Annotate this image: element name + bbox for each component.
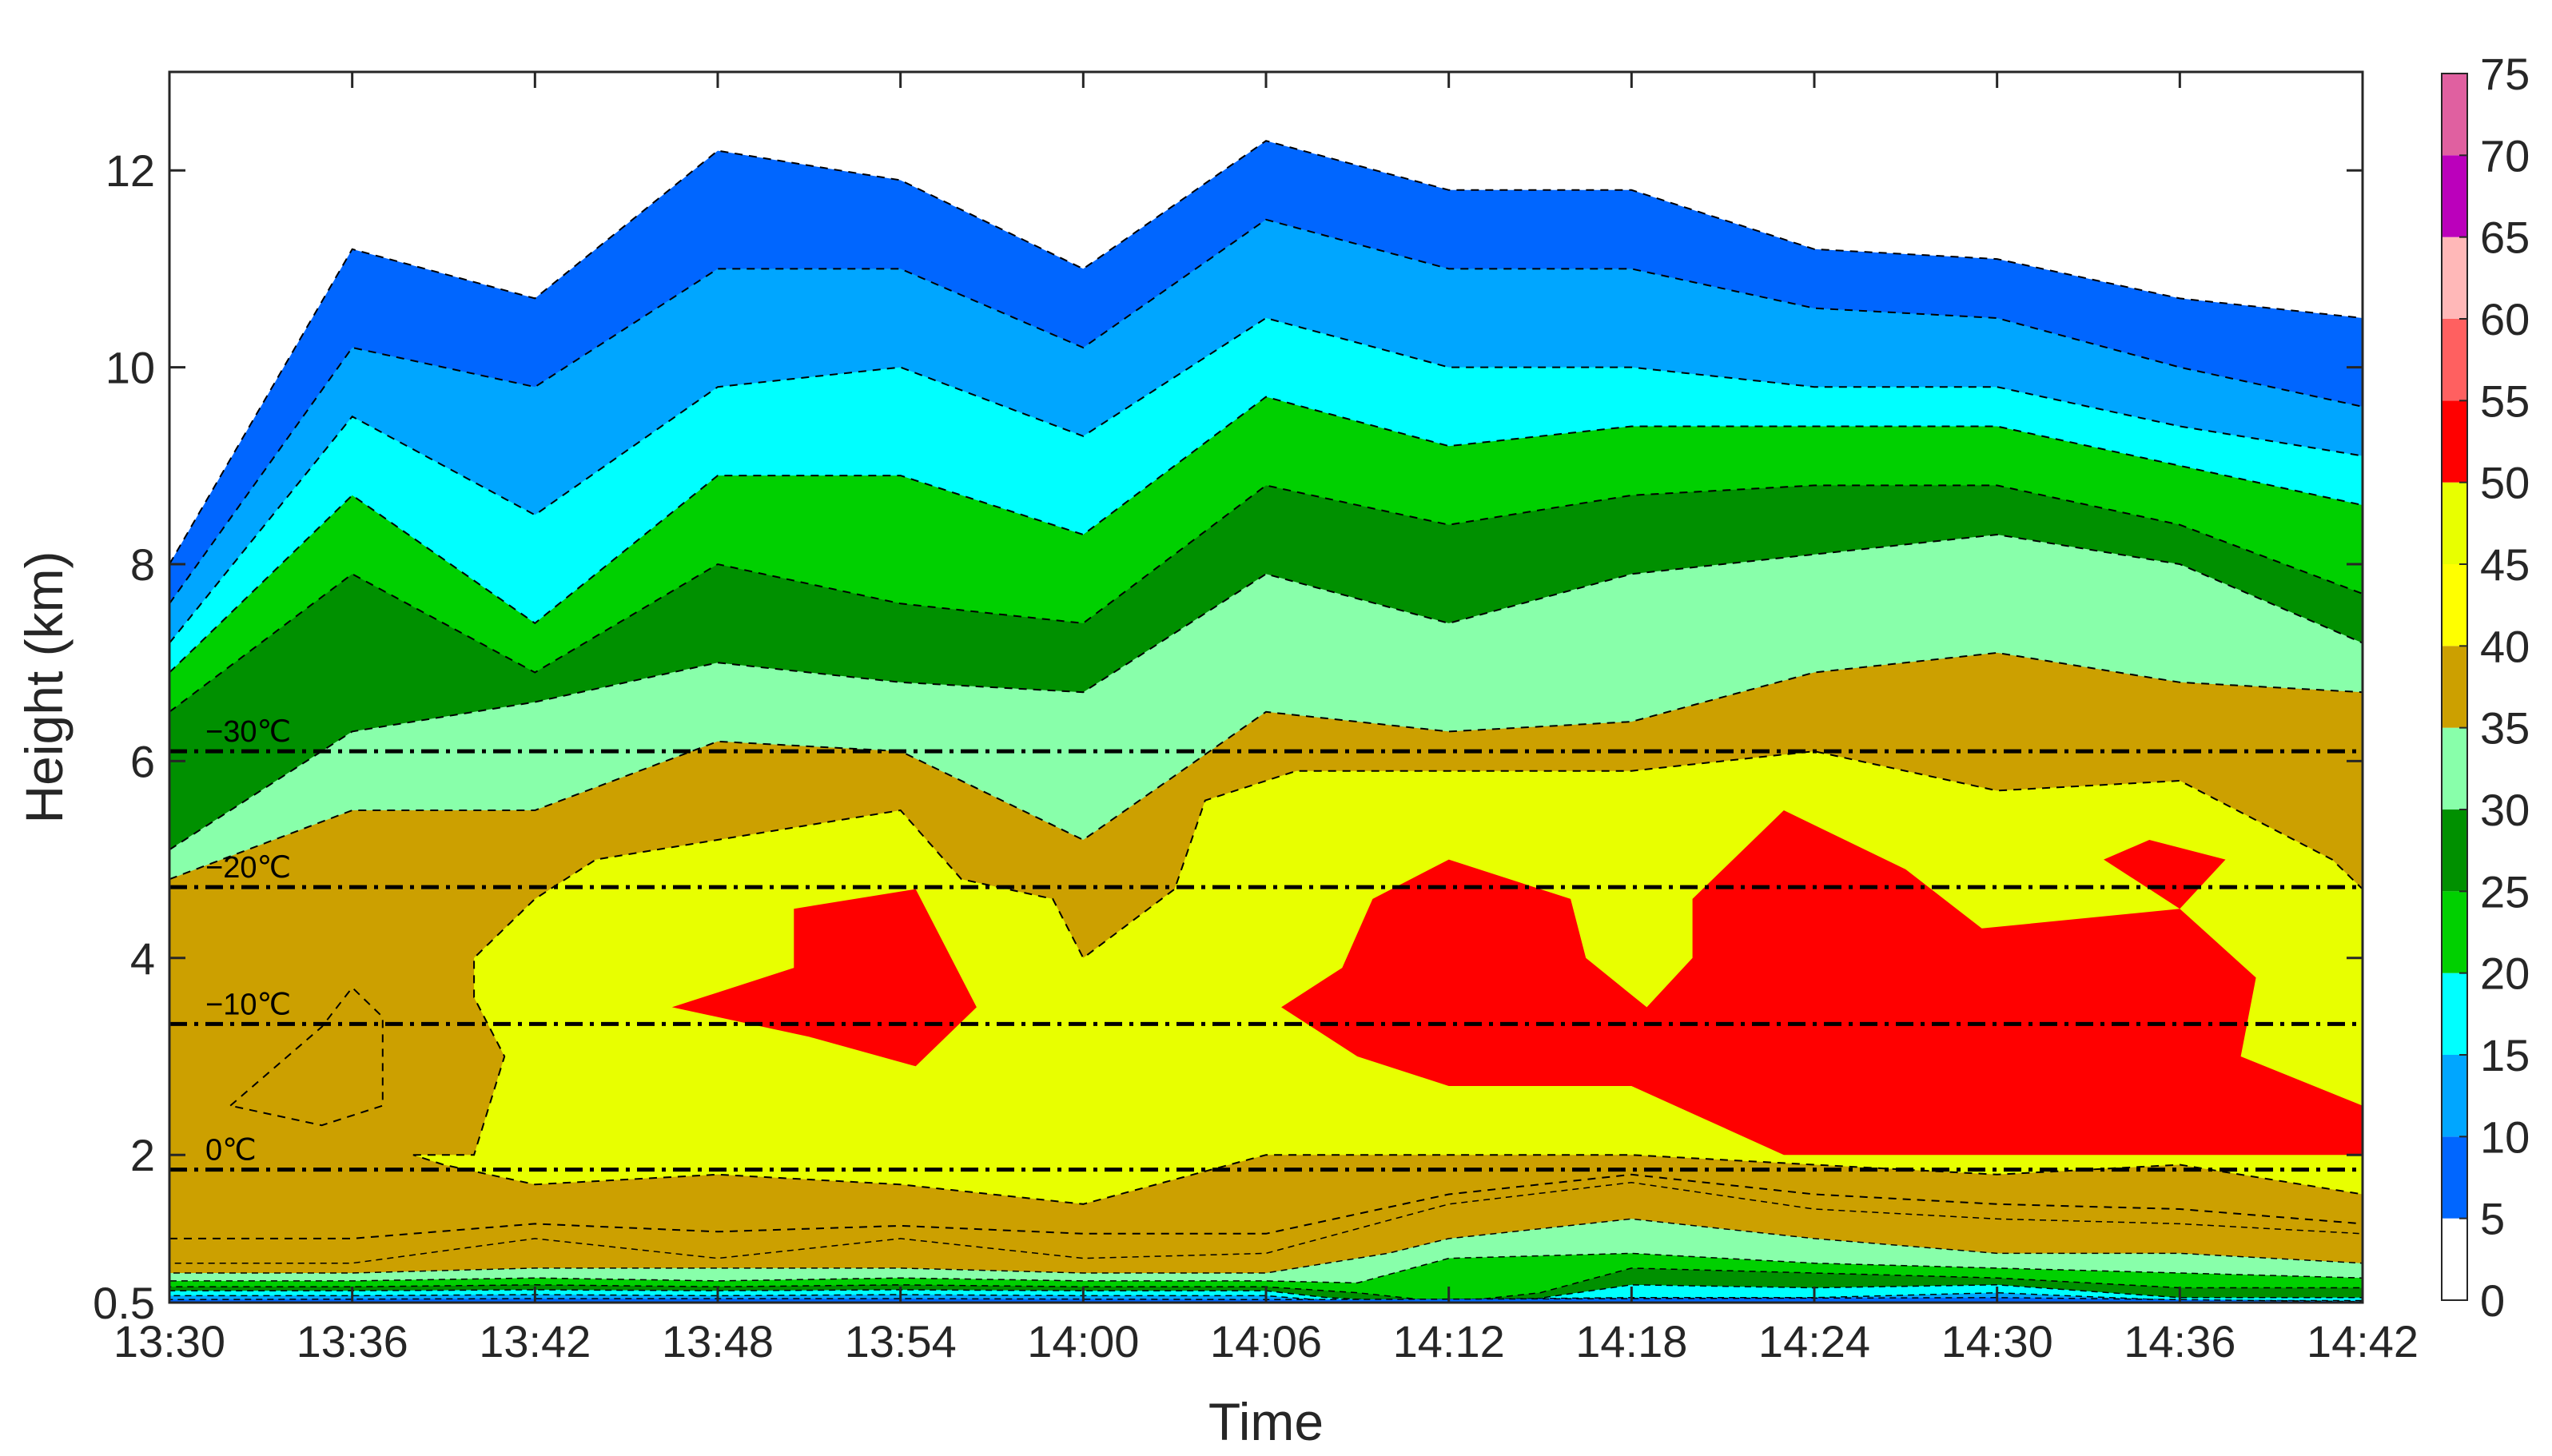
- colorbar-segment: [2442, 1218, 2467, 1300]
- contour-line-35dBZ: [169, 651, 2363, 881]
- x-tick-label: 13:36: [297, 1316, 408, 1366]
- contour-line-25dBZ: [169, 484, 2363, 713]
- colorbar-tick-label: 10: [2480, 1112, 2530, 1162]
- x-tick-label: 14:18: [1575, 1316, 1687, 1366]
- colorbar-segment: [2442, 74, 2467, 156]
- isotherm-lines: 0℃ −10℃ −20℃ −30℃: [169, 715, 2363, 1172]
- reflectivity-cores: [229, 750, 2363, 1205]
- colorbar-segment: [2442, 564, 2467, 646]
- isotherm-label-3: −30℃: [205, 715, 291, 749]
- x-tick-label: 13:48: [662, 1316, 774, 1366]
- x-axis: 13:30 13:36 13:42 13:48 13:54 14:00 14:06 14:12…: [113, 72, 2419, 1366]
- colorbar-tick-label: 0: [2480, 1275, 2505, 1326]
- contour-line-30dBZ: [169, 533, 2363, 851]
- x-tick-label: 13:30: [113, 1316, 225, 1366]
- isotherm-label-1: −10℃: [205, 988, 291, 1021]
- colorbar-tick-label: 50: [2480, 458, 2530, 508]
- colorbar-tick-label: 60: [2480, 294, 2530, 344]
- x-tick-label: 13:42: [479, 1316, 591, 1366]
- colorbar-tick-label: 65: [2480, 213, 2530, 263]
- colorbar-tick-label: 45: [2480, 539, 2530, 590]
- isotherm-label-0: 0℃: [205, 1134, 257, 1168]
- colorbar-segment: [2442, 482, 2467, 564]
- colorbar-frame: [2441, 73, 2468, 1301]
- y-axis-label: Height (km): [14, 551, 74, 823]
- y-tick-label: 12: [106, 145, 155, 196]
- y-tick-label: 4: [130, 933, 155, 984]
- colorbar-segment: [2442, 727, 2467, 810]
- colorbar-segment: [2442, 319, 2467, 401]
- plot-area: [169, 72, 2363, 1303]
- x-tick-label: 14:06: [1210, 1316, 1322, 1366]
- x-tick-label: 14:00: [1027, 1316, 1139, 1366]
- y-axis: 0.5 2 4 6 8 10 12: [93, 145, 2363, 1328]
- colorbar-segment: [2442, 891, 2467, 973]
- colorbar-segment: [2442, 973, 2467, 1055]
- colorbar-segment: [2442, 400, 2467, 483]
- colorbar-tick-label: 70: [2480, 130, 2530, 181]
- colorbar-tick-label: 30: [2480, 785, 2530, 835]
- colorbar-tick-label: 40: [2480, 621, 2530, 671]
- y-tick-label: 8: [130, 539, 155, 590]
- colorbar-tick-label: 55: [2480, 376, 2530, 426]
- colorbar-segment: [2442, 237, 2467, 319]
- isotherm-label-2: −20℃: [205, 851, 291, 885]
- x-tick-label: 13:54: [845, 1316, 957, 1366]
- dashed-contour-lines: [169, 1173, 2363, 1239]
- colorbar-segment: [2442, 646, 2467, 728]
- core-50dbz-3: [2104, 840, 2226, 909]
- colorbar-tick-label: 35: [2480, 703, 2530, 754]
- contour-line-20dBZ: [169, 396, 2363, 674]
- x-tick-label: 14:12: [1393, 1316, 1505, 1366]
- colorbar: 0 5 10 15 20 25 30 35 40 45 50 55 60 65 70 75: [2441, 49, 2530, 1326]
- y-tick-label: 0.5: [93, 1278, 155, 1328]
- y-tick-label: 2: [130, 1130, 155, 1180]
- colorbar-segment: [2442, 155, 2467, 237]
- colorbar-tick-label: 15: [2480, 1030, 2530, 1080]
- y-tick-label: 6: [130, 736, 155, 786]
- x-tick-label: 14:30: [1941, 1316, 2053, 1366]
- core-50dbz-2: [1281, 810, 2363, 1156]
- core-35dbz-pocket: [229, 986, 384, 1127]
- colorbar-segment: [2442, 810, 2467, 892]
- colorbar-tick-label: 20: [2480, 949, 2530, 999]
- colorbar-segment: [2442, 1055, 2467, 1137]
- contour-line-5dBZ: [169, 140, 2363, 565]
- colorbar-tick-label: 75: [2480, 49, 2530, 99]
- x-tick-label: 14:42: [2307, 1316, 2419, 1366]
- x-tick-label: 14:36: [2124, 1316, 2235, 1366]
- colorbar-tick-label: 5: [2480, 1194, 2505, 1244]
- colorbar-segment: [2442, 1136, 2467, 1219]
- contour-line-10dBZ: [169, 218, 2363, 604]
- contour-line-low-level: [169, 1173, 2363, 1239]
- y-tick-label: 10: [106, 343, 155, 393]
- x-axis-label: Time: [1208, 1392, 1324, 1451]
- colorbar-tick-label: 25: [2480, 866, 2530, 917]
- x-tick-label: 14:24: [1758, 1316, 1870, 1366]
